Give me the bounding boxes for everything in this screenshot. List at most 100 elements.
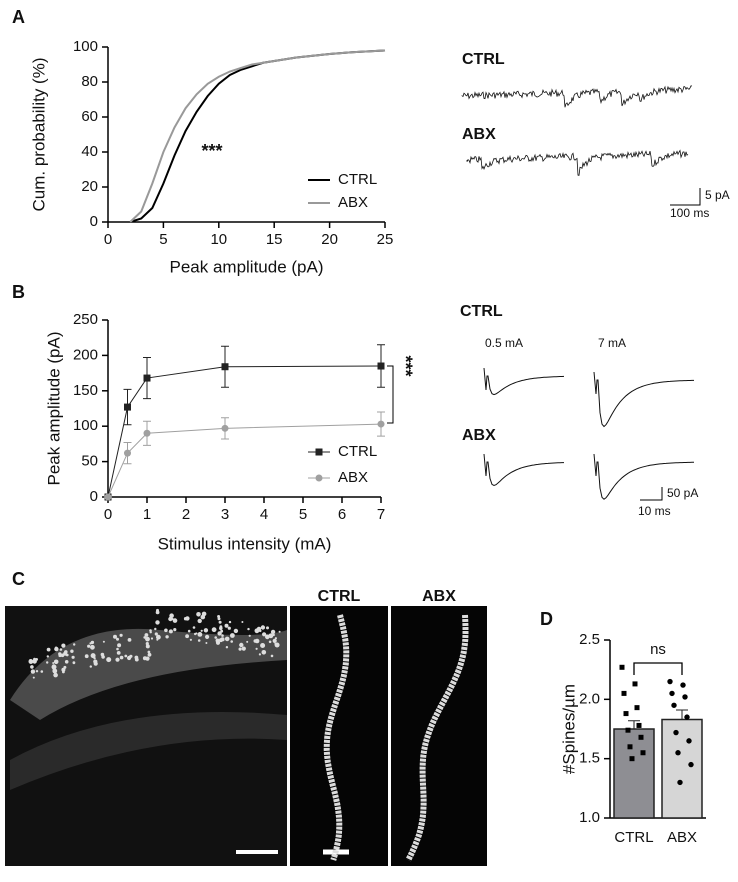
cell [272, 638, 277, 644]
cell [150, 637, 154, 640]
x-tick-label: 1 [143, 506, 151, 523]
scale-label: 50 pA [667, 486, 698, 500]
cell [52, 668, 58, 674]
scale-label: 100 ms [670, 206, 709, 220]
point [636, 722, 642, 728]
cell [224, 623, 229, 628]
cell [187, 629, 191, 633]
y-tick-label: 100 [73, 417, 98, 434]
y-tick-label: 250 [73, 311, 98, 328]
point [629, 756, 635, 762]
cell [35, 670, 39, 673]
cell [46, 655, 49, 658]
trace [461, 85, 693, 108]
cell [51, 664, 57, 670]
legend-label: ABX [338, 194, 368, 211]
cell [254, 638, 260, 644]
bar [661, 718, 703, 819]
cell [219, 626, 223, 631]
point [621, 690, 627, 696]
x-tick-label: 7 [377, 506, 385, 523]
cell [260, 643, 266, 648]
cell [200, 629, 203, 632]
cell [71, 655, 75, 659]
cell [156, 634, 161, 640]
marker [143, 374, 151, 382]
bracket [387, 365, 394, 424]
y-tick-label: 0 [90, 213, 98, 230]
cell [169, 613, 174, 618]
cell [268, 633, 274, 639]
cell [59, 648, 63, 651]
cell [61, 643, 66, 648]
tissue [10, 628, 287, 720]
intensity-label: 7 mA [598, 336, 626, 350]
point [682, 694, 688, 700]
cell [233, 628, 239, 634]
x-tick-label: 0 [104, 506, 112, 523]
point [677, 779, 683, 786]
cell [63, 665, 67, 669]
x-tick-label: ABX [667, 829, 697, 846]
cell [32, 676, 35, 679]
annotation: *** [201, 141, 222, 161]
point [686, 738, 692, 744]
cell [154, 632, 158, 636]
legend-label: CTRL [338, 171, 377, 188]
y-tick-label: 60 [81, 108, 98, 125]
x-tick-label: 10 [210, 231, 227, 248]
cell [52, 662, 55, 664]
cell [106, 657, 112, 663]
cell [172, 618, 178, 623]
point [684, 714, 690, 720]
cell [171, 617, 174, 621]
cell [262, 632, 267, 637]
x-tick-label: 4 [260, 506, 268, 523]
panel-label: D [540, 609, 553, 629]
cell [274, 637, 277, 640]
cell [205, 634, 210, 640]
cell [224, 636, 230, 642]
legend-label: ABX [338, 469, 368, 486]
cell [156, 638, 159, 641]
trace [466, 149, 689, 176]
annotation: *** [395, 355, 415, 376]
cell [238, 647, 242, 651]
cell [46, 647, 51, 652]
legend-marker [315, 474, 323, 482]
cell [62, 670, 65, 674]
cell [278, 630, 281, 633]
cell [197, 618, 202, 624]
dendrite [323, 614, 350, 861]
cell [28, 659, 34, 664]
cell [261, 650, 267, 655]
cell [129, 654, 133, 658]
cell [90, 640, 95, 645]
cell [196, 612, 201, 617]
panel-label: C [12, 569, 25, 589]
cell [270, 629, 276, 635]
cell [102, 640, 105, 643]
cell [70, 649, 74, 653]
cell [173, 628, 177, 632]
point [627, 744, 633, 750]
cell [46, 661, 49, 664]
cell [124, 654, 128, 658]
cell [274, 642, 277, 645]
trace [483, 367, 565, 396]
trace [593, 371, 694, 428]
image-label: ABX [422, 588, 456, 605]
dendrite [405, 614, 469, 862]
panel-label: B [12, 282, 25, 302]
y-tick-label: 2.5 [579, 631, 600, 648]
tissue [10, 712, 287, 790]
trace-label: ABX [462, 126, 496, 143]
scale-label: 10 ms [638, 504, 671, 518]
intensity-label: 0.5 mA [485, 336, 523, 350]
image-label: CTRL [318, 588, 361, 605]
cell [203, 628, 209, 633]
cell [165, 635, 169, 639]
y-axis-label: #Spines/µm [559, 684, 578, 774]
cell [84, 654, 89, 659]
y-axis-label: Cum. probability (%) [29, 58, 48, 212]
